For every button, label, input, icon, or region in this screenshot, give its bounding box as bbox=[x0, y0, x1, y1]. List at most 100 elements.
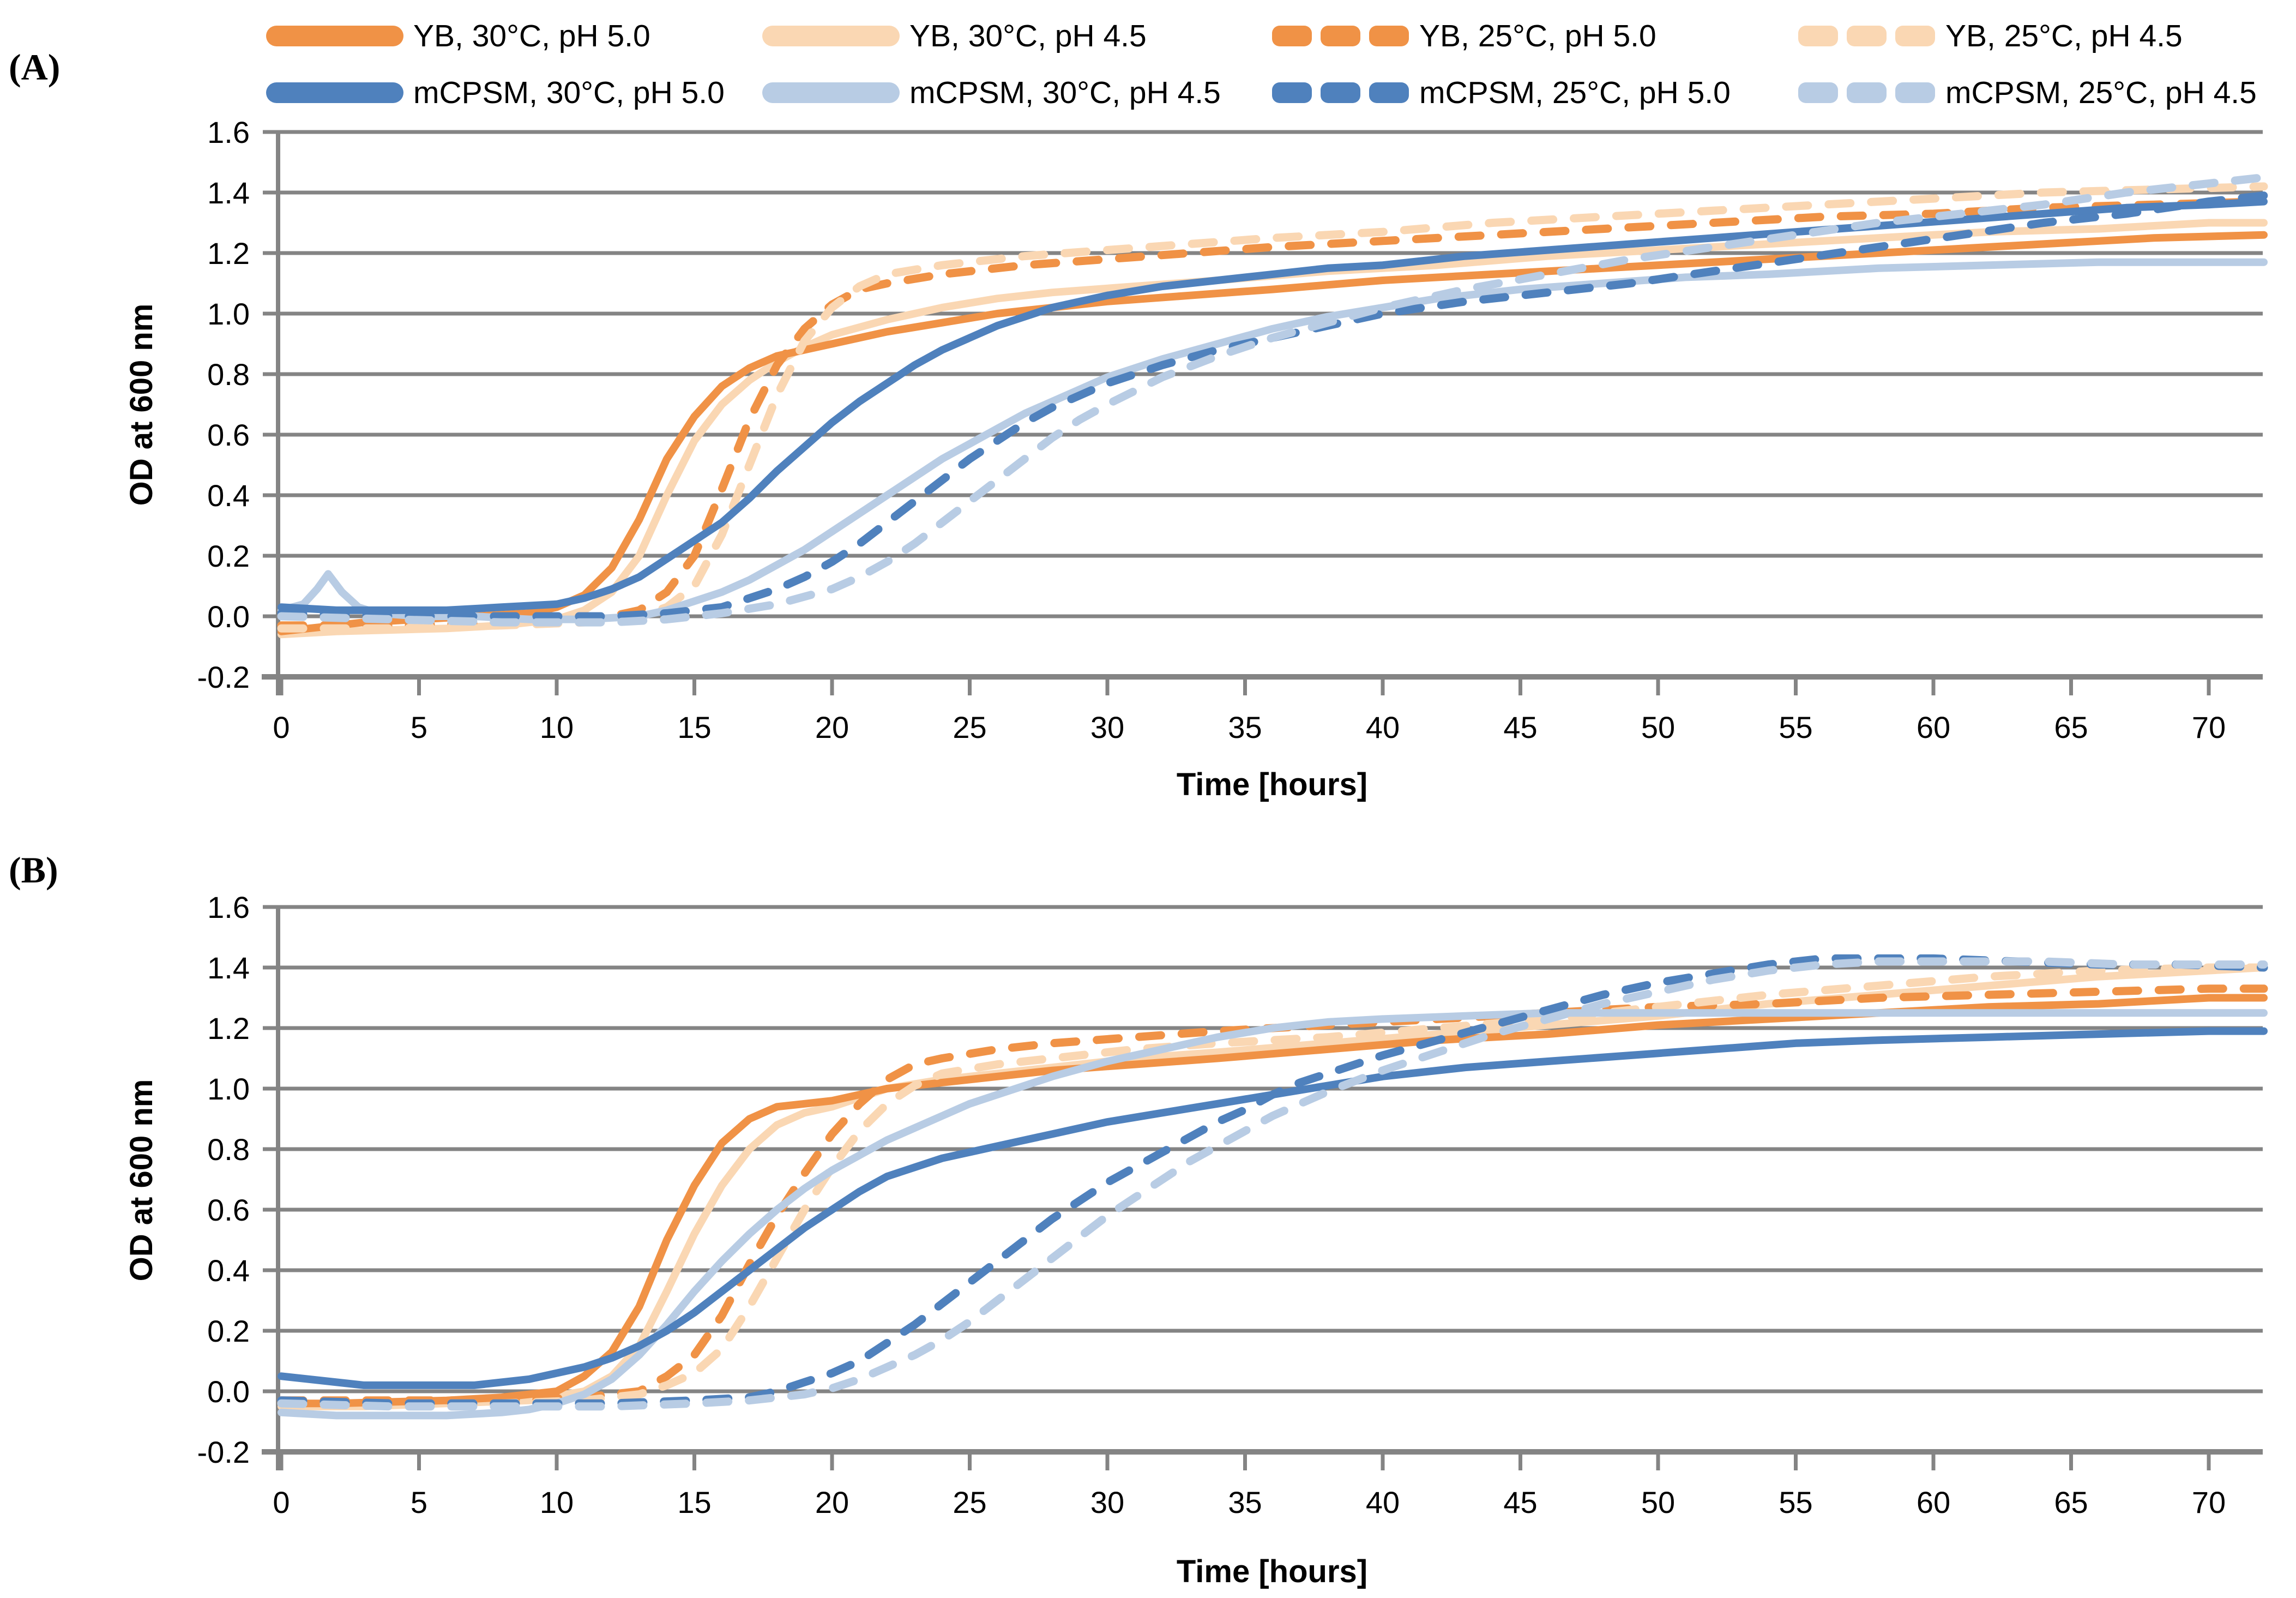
x-tick-label: 60 bbox=[1917, 710, 1950, 744]
x-tick-label: 45 bbox=[1503, 1485, 1537, 1519]
y-tick-label: 0.4 bbox=[207, 1253, 250, 1288]
legend-item-mcpsm-25-c-ph-4-5: mCPSM, 25°C, pH 4.5 bbox=[1798, 75, 2257, 110]
dash-segment bbox=[1798, 82, 1838, 103]
series-yb-25-c-ph-5-0-panel-b bbox=[277, 984, 2268, 1405]
panel-b-y-axis-title: OD at 600 nm bbox=[124, 1079, 159, 1282]
x-tick-label: 70 bbox=[2192, 710, 2226, 744]
legend-label-mcpsm-30-c-ph-5-0: mCPSM, 30°C, pH 5.0 bbox=[413, 75, 725, 110]
x-tick-label: 25 bbox=[953, 710, 986, 744]
y-tick-label: 1.2 bbox=[207, 1011, 250, 1046]
y-tick-label: 0.8 bbox=[207, 357, 250, 392]
y-tick-label: 0.0 bbox=[207, 1374, 250, 1409]
dash-segment bbox=[1272, 82, 1312, 103]
panel-b-plot: 1.6 1.4 1.2 1.0 0.8 0.6 0.4 0.2 0.0 -0.2 0 5 10 15 20 2… bbox=[197, 890, 2268, 1519]
y-tick-label: 1.4 bbox=[207, 176, 250, 210]
x-tick-label: 5 bbox=[411, 710, 427, 744]
y-tick-label: 0.4 bbox=[207, 478, 250, 513]
y-tick-label: 1.6 bbox=[207, 890, 250, 924]
x-tick-label: 55 bbox=[1779, 1485, 1812, 1519]
legend-label-yb-30-c-ph-4-5: YB, 30°C, pH 4.5 bbox=[909, 19, 1147, 53]
series-mcpsm-25-c-ph-4-5-panel-a bbox=[277, 173, 2268, 627]
x-tick-label: 20 bbox=[815, 710, 849, 744]
dash-segment bbox=[1272, 26, 1312, 46]
x-tick-label: 30 bbox=[1090, 1485, 1124, 1519]
y-tick-label: 0.0 bbox=[207, 599, 250, 634]
x-tick-label: 65 bbox=[2054, 710, 2088, 744]
x-tick-label: 55 bbox=[1779, 710, 1812, 744]
y-tick-label: 1.0 bbox=[207, 297, 250, 331]
x-tick-label: 0 bbox=[273, 1485, 290, 1519]
x-tick-label: 60 bbox=[1917, 1485, 1950, 1519]
x-tick-label: 15 bbox=[677, 710, 711, 744]
y-tick-label: 1.4 bbox=[207, 951, 250, 985]
series-yb-30-c-ph-4-5-panel-b bbox=[278, 964, 2268, 1410]
legend-label-yb-25-c-ph-5-0: YB, 25°C, pH 5.0 bbox=[1419, 19, 1656, 53]
x-tick-label: 65 bbox=[2054, 1485, 2088, 1519]
y-tick-label: -0.2 bbox=[197, 660, 250, 694]
legend-label-yb-25-c-ph-4-5: YB, 25°C, pH 4.5 bbox=[1945, 19, 2183, 53]
x-tick-label: 5 bbox=[411, 1485, 427, 1519]
series-mcpsm-30-c-ph-4-5-panel-b bbox=[278, 1009, 2268, 1420]
dash-segment bbox=[1847, 82, 1887, 103]
panel-a-y-axis-title: OD at 600 nm bbox=[124, 303, 159, 506]
series-mcpsm-30-c-ph-5-0-panel-a bbox=[278, 197, 2268, 614]
legend-item-yb-30-c-ph-4-5: YB, 30°C, pH 4.5 bbox=[762, 19, 1147, 53]
legend-swatch-yb-30-c-ph-4-5-icon bbox=[762, 26, 900, 46]
x-tick-label: 10 bbox=[540, 1485, 574, 1519]
series-yb-30-c-ph-4-5-panel-a bbox=[278, 219, 2268, 639]
dash-segment bbox=[1369, 82, 1409, 103]
legend-item-mcpsm-30-c-ph-5-0: mCPSM, 30°C, pH 5.0 bbox=[266, 75, 725, 110]
series-yb-30-c-ph-5-0-panel-b bbox=[278, 994, 2268, 1408]
panel-b-label: (B) bbox=[9, 849, 58, 891]
legend-swatch-yb-30-c-ph-5-0-icon bbox=[266, 26, 403, 46]
x-tick-label: 45 bbox=[1503, 710, 1537, 744]
x-tick-label: 15 bbox=[677, 1485, 711, 1519]
dash-segment bbox=[1847, 26, 1887, 46]
x-tick-label: 50 bbox=[1641, 710, 1675, 744]
legend-label-mcpsm-30-c-ph-4-5: mCPSM, 30°C, pH 4.5 bbox=[909, 75, 1221, 110]
series-mcpsm-30-c-ph-4-5-panel-a bbox=[278, 258, 2268, 623]
y-tick-label: 0.6 bbox=[207, 1193, 250, 1227]
x-tick-label: 35 bbox=[1228, 1485, 1262, 1519]
series-mcpsm-30-c-ph-5-0-panel-b bbox=[278, 1027, 2268, 1389]
legend-label-mcpsm-25-c-ph-5-0: mCPSM, 25°C, pH 5.0 bbox=[1419, 75, 1731, 110]
y-tick-label: -0.2 bbox=[197, 1435, 250, 1469]
series-yb-25-c-ph-4-5-panel-b bbox=[277, 963, 2268, 1408]
legend-swatch-mcpsm-25-c-ph-4-5-icon bbox=[1798, 82, 1936, 103]
legend-swatch-yb-25-c-ph-4-5-icon bbox=[1798, 26, 1936, 46]
y-tick-label: 0.2 bbox=[207, 539, 250, 573]
y-tick-label: 0.6 bbox=[207, 418, 250, 452]
y-tick-label: 1.6 bbox=[207, 115, 250, 149]
dash-segment bbox=[1369, 26, 1409, 46]
series-mcpsm-25-c-ph-5-0-panel-a bbox=[277, 191, 2268, 621]
legend-swatch-mcpsm-30-c-ph-5-0-icon bbox=[266, 82, 403, 103]
dash-segment bbox=[1321, 82, 1360, 103]
legend-item-yb-25-c-ph-5-0: YB, 25°C, pH 5.0 bbox=[1272, 19, 1656, 53]
legend-label-yb-30-c-ph-5-0: YB, 30°C, pH 5.0 bbox=[413, 19, 650, 53]
y-tick-label: 0.2 bbox=[207, 1314, 250, 1348]
legend-label-mcpsm-25-c-ph-4-5: mCPSM, 25°C, pH 4.5 bbox=[1945, 75, 2257, 110]
legend-item-mcpsm-25-c-ph-5-0: mCPSM, 25°C, pH 5.0 bbox=[1272, 75, 1731, 110]
panel-a-x-axis-title: Time [hours] bbox=[1176, 767, 1368, 802]
series-yb-25-c-ph-4-5-panel-a bbox=[277, 182, 2268, 633]
dash-segment bbox=[1895, 26, 1935, 46]
x-tick-label: 40 bbox=[1366, 1485, 1400, 1519]
legend-item-yb-25-c-ph-4-5: YB, 25°C, pH 4.5 bbox=[1798, 19, 2183, 53]
series-mcpsm-25-c-ph-4-5-panel-b bbox=[277, 957, 2268, 1411]
y-tick-label: 0.8 bbox=[207, 1132, 250, 1167]
panel-b-x-axis-title: Time [hours] bbox=[1176, 1554, 1368, 1589]
y-tick-label: 1.0 bbox=[207, 1072, 250, 1106]
legend-swatch-mcpsm-30-c-ph-4-5-icon bbox=[762, 82, 900, 103]
x-tick-label: 50 bbox=[1641, 1485, 1675, 1519]
x-tick-label: 0 bbox=[273, 710, 290, 744]
y-tick-label: 1.2 bbox=[207, 236, 250, 271]
x-tick-label: 35 bbox=[1228, 710, 1262, 744]
x-tick-label: 30 bbox=[1090, 710, 1124, 744]
panel-a-label: (A) bbox=[9, 46, 61, 88]
dash-segment bbox=[1798, 26, 1838, 46]
legend-item-mcpsm-30-c-ph-4-5: mCPSM, 30°C, pH 4.5 bbox=[762, 75, 1221, 110]
dash-segment bbox=[1321, 26, 1360, 46]
legend-swatch-yb-25-c-ph-5-0-icon bbox=[1272, 26, 1409, 46]
